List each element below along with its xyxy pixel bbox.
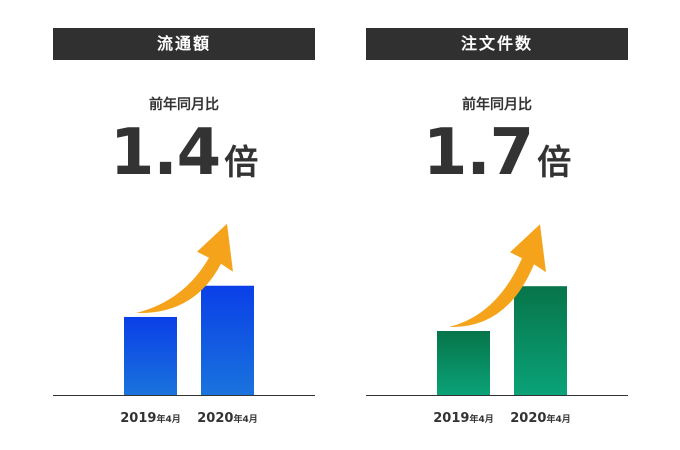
bar-chart: 2019年4月 2020年4月 <box>53 223 315 426</box>
bar-2019 <box>437 331 490 395</box>
growth-arrow-icon <box>449 224 546 328</box>
yoy-value: 1.7 <box>422 116 534 190</box>
tick-label-2019: 2019年4月 <box>120 411 180 426</box>
yoy-value: 1.4 <box>109 116 221 190</box>
tick-label-2019: 2019年4月 <box>433 411 493 426</box>
panel-title: 流通額 <box>53 28 315 60</box>
panel-title: 注文件数 <box>366 28 628 60</box>
yoy-label: 前年同月比 <box>462 97 532 113</box>
tick-label-2020: 2020年4月 <box>510 411 570 426</box>
chart-panel-gmv: 流通額 前年同月比 1.4 倍 2019年4月 2020年4月 <box>53 0 315 450</box>
tick-label-2020: 2020年4月 <box>197 411 257 426</box>
yoy-unit: 倍 <box>537 143 572 183</box>
bar-2020 <box>514 286 567 395</box>
chart-panel-orders: 注文件数 前年同月比 1.7 倍 2019年4月 2020年4月 <box>366 0 628 450</box>
growth-arrow-icon <box>136 223 233 314</box>
bar-2020 <box>201 285 254 395</box>
yoy-unit: 倍 <box>224 143 259 183</box>
bar-2019 <box>124 316 177 395</box>
bar-chart: 2019年4月 2020年4月 <box>366 224 628 426</box>
yoy-figure: 1.7 倍 <box>366 116 628 190</box>
yoy-label: 前年同月比 <box>149 97 219 113</box>
yoy-figure: 1.4 倍 <box>53 116 315 190</box>
